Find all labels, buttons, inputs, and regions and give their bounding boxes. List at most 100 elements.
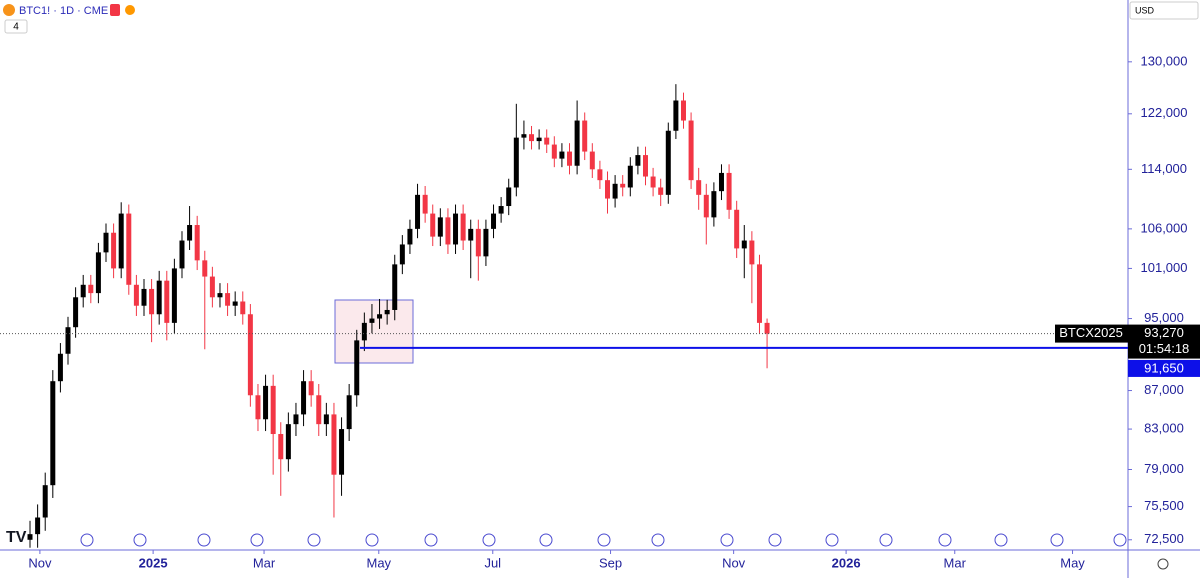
event-icon [768,533,782,547]
candle-body [529,134,535,142]
candle-body [475,228,481,257]
candle-body [422,194,428,214]
candle-body [187,225,193,241]
candle-body [316,395,322,425]
candle-body [308,381,314,396]
candle-body [323,414,329,425]
currency-box[interactable] [1129,1,1199,20]
x-tick-label: Nov [722,555,746,570]
symbol-title[interactable]: BTC1! · 1D · CME [19,5,108,17]
event-icon [482,533,496,547]
candle-body [574,120,580,166]
x-tick-label: Nov [28,555,52,570]
candle-body [703,194,709,218]
candle-body [642,155,648,177]
candle-body [126,213,132,285]
x-tick-label: May [1060,555,1085,570]
candle-body [658,187,664,195]
candle-body [605,180,611,199]
candle-body [50,381,56,486]
currency: USD [1135,5,1155,15]
candle-body [88,284,94,294]
event-icon [825,533,839,547]
badge-box[interactable] [4,19,28,34]
candle-body [202,260,208,277]
level-box [1128,359,1200,377]
candle-body [27,534,33,540]
flag-icon [110,4,120,16]
candle-body [247,314,253,396]
x-tick-label: Mar [253,555,276,570]
candle-body [57,353,63,382]
candle-body [696,180,702,195]
candle-body [103,232,109,253]
candle-body [415,194,421,229]
candle-body [620,183,626,188]
candle-body [65,327,71,354]
candle-body [650,176,656,188]
candle-body [567,151,573,166]
candle-body [506,187,512,207]
candle-body [589,151,595,170]
symbol-label: BTCX2025 [1059,325,1123,340]
candle-body [544,137,550,145]
candle-body [263,385,269,420]
event-icon [994,533,1008,547]
candle-body [133,284,139,306]
candle-body [582,120,588,152]
x-tick-label: 2026 [832,555,861,570]
y-tick-label: 122,000 [1141,105,1188,120]
candle-body [179,240,185,269]
candle-body [536,137,542,142]
candle-body [225,293,231,306]
event-icon [938,533,952,547]
event-icon [651,533,665,547]
event-icon [1050,533,1064,547]
candle-body [164,280,170,323]
y-tick-label: 87,000 [1144,382,1184,397]
candle-body [331,414,337,475]
event-icon [250,533,264,547]
candle-body [35,517,41,535]
event-icon [424,533,438,547]
badge: 4 [13,22,19,33]
candle-body [141,288,147,306]
candle-body [521,134,527,138]
y-tick-label: 75,500 [1144,498,1184,513]
candle-body [627,165,633,188]
event-icon [307,533,321,547]
y-tick-label: 72,500 [1144,531,1184,546]
candle-body [73,297,79,328]
candle-body [354,340,360,396]
candle-body [42,485,48,518]
candle-body [111,232,117,269]
x-tick-label: 2025 [139,555,168,570]
candle-body [346,395,352,430]
candle-body [301,381,307,415]
candle-body [407,228,413,245]
candle-body [688,120,694,181]
candle-body [217,293,223,298]
event-icon [197,533,211,547]
candle-body [680,100,686,121]
candle-body [726,172,732,210]
candle-body [437,217,443,237]
candle-body [764,322,770,334]
x-tick-label: Jul [484,555,501,570]
logo: TV [6,529,27,546]
zone-box [334,299,414,364]
settings-icon[interactable] [1157,558,1169,570]
candle-body [240,301,246,315]
x-tick-label: Sep [599,555,622,570]
x-tick-label: Mar [944,555,967,570]
candle-body [156,280,162,315]
event-icon [80,533,94,547]
candle-body [80,284,86,298]
price-label: 93,270 [1144,325,1184,340]
candle-body [673,100,679,131]
event-icon [879,533,893,547]
candle-body [95,252,101,294]
candle-body [453,213,459,245]
